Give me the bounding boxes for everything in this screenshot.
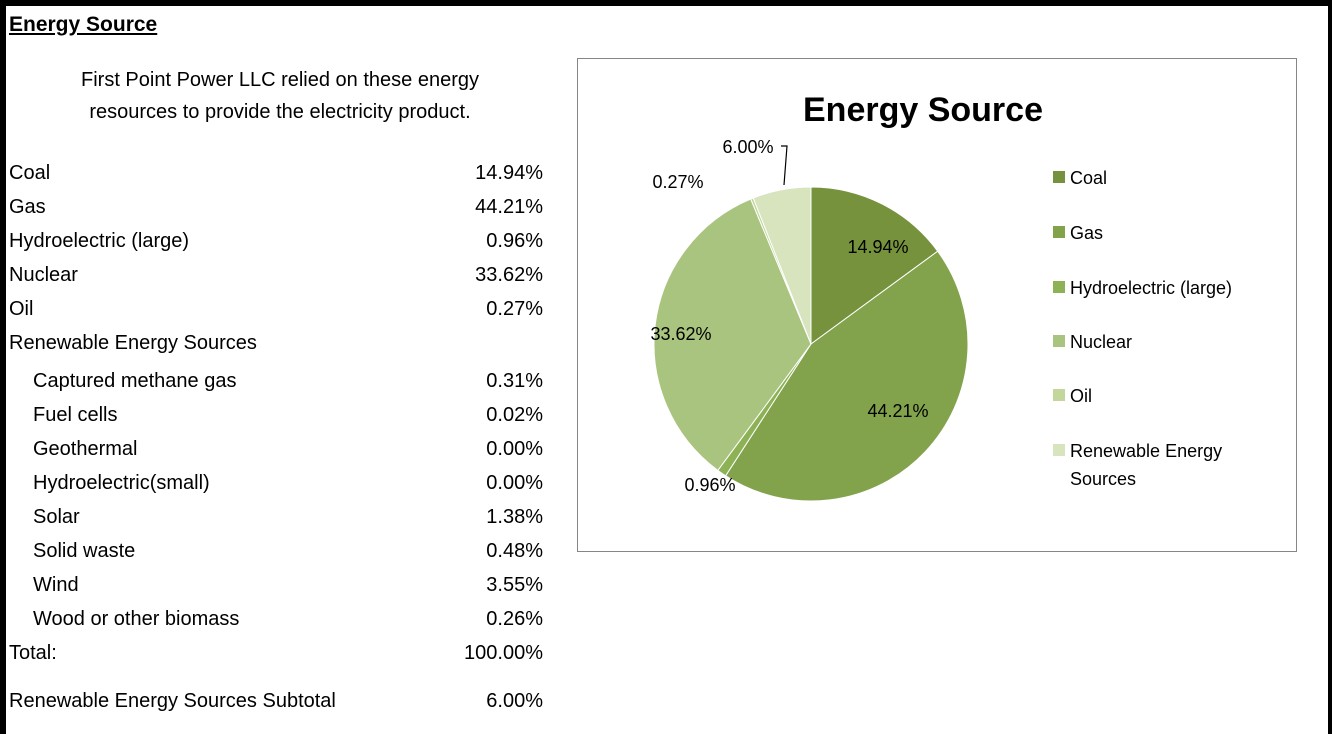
table-row: Solar 1.38% — [9, 500, 543, 534]
data-label: 33.62% — [650, 324, 711, 344]
intro-line: resources to provide the electricity pro… — [89, 101, 471, 123]
table-row: Geothermal 0.00% — [9, 432, 543, 466]
row-label: Gas — [9, 196, 46, 218]
legend-swatch — [1053, 171, 1065, 183]
row-value: 3.55% — [486, 574, 543, 596]
legend-entry: Gas — [1070, 223, 1103, 243]
legend-swatch — [1053, 389, 1065, 401]
chart-title: Energy Source — [803, 91, 1043, 129]
row-value: 0.48% — [486, 540, 543, 562]
legend-swatch — [1053, 226, 1065, 238]
row-label: Solid waste — [33, 540, 136, 562]
table-row: Hydroelectric (large) 0.96% — [9, 224, 543, 258]
table-row: Total: 100.00% — [9, 636, 543, 670]
row-label: Wind — [33, 574, 79, 596]
row-value: 100.00% — [464, 642, 543, 664]
pie-chart: Energy Source 14.94% 44.21% 0.96% 33.62% 0.27… — [650, 91, 1232, 502]
table-row: Gas 44.21% — [9, 190, 543, 224]
table-row: Oil 0.27% — [9, 292, 543, 326]
pie-slice — [810, 186, 939, 345]
pie-slice — [752, 186, 812, 345]
row-value: 0.96% — [486, 230, 543, 252]
row-label: Solar — [33, 506, 80, 528]
row-label: Wood or other biomass — [33, 608, 240, 630]
row-label: Renewable Energy Sources — [9, 332, 257, 354]
data-label: 44.21% — [867, 401, 928, 421]
row-value: 6.00% — [486, 690, 543, 712]
legend-entry: Renewable Energy Sources — [1070, 441, 1222, 489]
legend-swatch — [1053, 335, 1065, 347]
row-label: Nuclear — [9, 264, 78, 286]
row-label: Hydroelectric(small) — [33, 472, 210, 494]
legend-entry: Oil — [1070, 386, 1092, 406]
row-value: 1.38% — [486, 506, 543, 528]
legend-entry: Nuclear — [1070, 332, 1132, 352]
intro-text: First Point Power LLC relied on these en… — [20, 64, 540, 128]
row-label: Oil — [9, 298, 34, 320]
row-value: 33.62% — [475, 264, 543, 286]
row-label: Fuel cells — [33, 404, 118, 426]
chart-area: Energy Source 14.94% 44.21% 0.96% 33.62% 0.27… — [577, 58, 1297, 552]
data-label: 14.94% — [847, 237, 908, 257]
table-row: Hydroelectric(small) 0.00% — [9, 466, 543, 500]
legend-entry: Coal — [1070, 168, 1107, 188]
table-row: Wind 3.55% — [9, 568, 543, 602]
row-label: Geothermal — [33, 438, 138, 460]
intro-line: First Point Power LLC relied on these en… — [81, 69, 479, 91]
pie-slice — [724, 250, 969, 502]
row-value: 0.31% — [486, 370, 543, 392]
section-title: Energy Source — [9, 13, 158, 36]
row-value: 44.21% — [475, 196, 543, 218]
row-label: Renewable Energy Sources Subtotal — [9, 690, 336, 712]
data-label: 0.96% — [684, 475, 735, 495]
row-label: Coal — [9, 162, 51, 184]
row-value: 0.00% — [486, 438, 543, 460]
leader-line — [781, 145, 788, 186]
row-value: 0.26% — [486, 608, 543, 630]
legend-entry: Hydroelectric (large) — [1070, 278, 1232, 298]
data-label: 6.00% — [722, 137, 773, 157]
row-label: Total: — [9, 642, 57, 664]
row-value: 0.27% — [486, 298, 543, 320]
pie-slice — [653, 198, 812, 472]
legend-swatch — [1053, 444, 1065, 456]
table-row: Nuclear 33.62% — [9, 258, 543, 292]
table-row: Renewable Energy Sources Subtotal 6.00% — [9, 684, 543, 718]
row-value: 0.02% — [486, 404, 543, 426]
table-row: Wood or other biomass 0.26% — [9, 602, 543, 636]
row-label: Captured methane gas — [33, 370, 237, 392]
data-label: 0.27% — [652, 172, 703, 192]
table-row: Fuel cells 0.02% — [9, 398, 543, 432]
table-row: Renewable Energy Sources — [9, 326, 543, 360]
table-row: Coal 14.94% — [9, 156, 543, 190]
table-row: Solid waste 0.48% — [9, 534, 543, 568]
row-value: 14.94% — [475, 162, 543, 184]
row-label: Hydroelectric (large) — [9, 230, 190, 252]
legend-swatch — [1053, 281, 1065, 293]
table-row: Captured methane gas 0.31% — [9, 364, 543, 398]
row-value: 0.00% — [486, 472, 543, 494]
